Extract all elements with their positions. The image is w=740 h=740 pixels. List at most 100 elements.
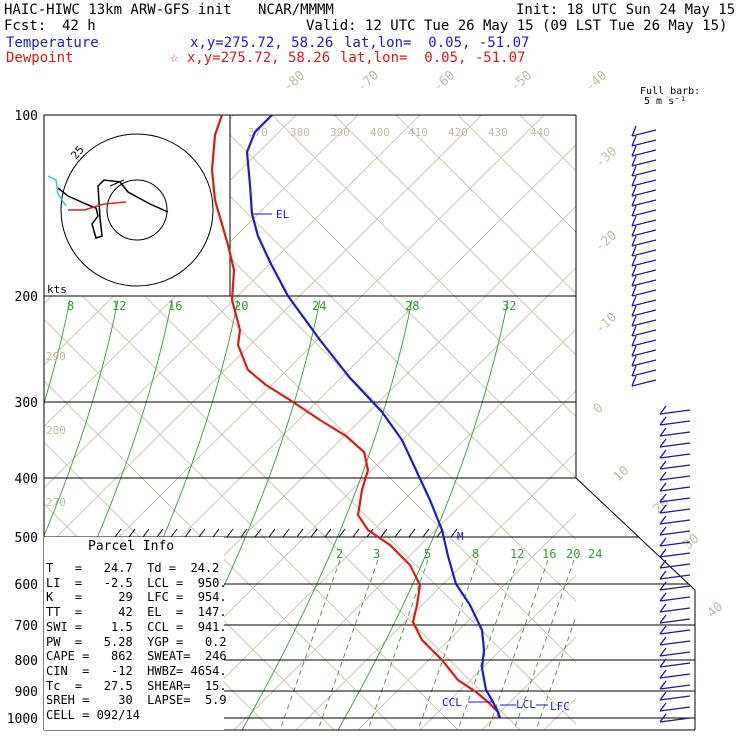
isotherm-label: -50 [508, 68, 535, 95]
mixing-ratio-label: 12 [510, 547, 524, 561]
wind-barb [659, 563, 691, 569]
hatch-mark [352, 528, 360, 538]
hatch-mark [128, 528, 136, 538]
wind-barb [631, 209, 657, 217]
mixing-ratio-line [457, 559, 519, 730]
wind-barb [659, 695, 691, 701]
pressure-label: 600 [15, 578, 38, 593]
pressure-label: 100 [15, 109, 38, 124]
wind-barb-flag [659, 438, 667, 448]
isotherm-line [44, 115, 421, 489]
wind-barb-flag [659, 570, 667, 580]
wind-barb-flag [631, 175, 637, 187]
wind-barb-flag [659, 625, 667, 635]
mixing-ratio-label: 5 [424, 547, 431, 561]
pressure-label: 1000 [7, 712, 38, 727]
lcl-label: LCL [516, 698, 536, 711]
wind-barb-flag [631, 285, 637, 297]
dewpoint-profile [210, 114, 501, 719]
wind-barb [631, 239, 657, 247]
dry-adiabat-line [44, 318, 459, 730]
wind-barb [659, 519, 691, 525]
isotherm-label: -20 [593, 228, 620, 255]
wind-barb [631, 269, 657, 277]
wind-barb-flag [659, 504, 667, 514]
wind-barb-flag [631, 225, 637, 237]
dry-adiabat-line [395, 115, 576, 295]
wind-barb [659, 497, 691, 503]
hatch-mark [142, 528, 150, 538]
wind-barb [631, 159, 657, 167]
wind-barb [631, 139, 657, 147]
wind-barb [631, 339, 657, 347]
wind-barb [659, 629, 691, 635]
wind-barb-flag [659, 581, 667, 591]
parcel-info-row: K = 29 LFC = 954. [46, 590, 227, 605]
theta-label: 290 [46, 350, 66, 363]
theta-label: 420 [448, 126, 468, 139]
wind-barb-flag [659, 471, 667, 481]
mixing-ratio-label: 28 [405, 299, 419, 313]
temperature-legend-label: Temperature [6, 35, 99, 51]
isotherm-label: -80 [281, 68, 308, 95]
mixing-ratio-label: 20 [234, 299, 248, 313]
mixing-ratio-line [317, 559, 379, 730]
hatch-mark [170, 528, 178, 538]
wind-barb [631, 249, 657, 257]
isotherm-label: -30 [593, 144, 620, 171]
parcel-info-row: LI = -2.5 LCL = 950. [46, 575, 227, 590]
wind-barb-flag [631, 145, 637, 157]
moist-adiabat-line [44, 299, 71, 405]
hodograph-units: kts [47, 283, 67, 296]
wind-barb-flag [631, 245, 637, 257]
hatch-mark [366, 528, 374, 538]
barb-legend-title: Full barb: [640, 86, 701, 97]
hatch-mark [324, 528, 332, 538]
pressure-label: 300 [15, 396, 38, 411]
wind-barb [659, 464, 691, 470]
wind-barb-flag [659, 482, 667, 492]
init-time: Init: 18 UTC Sun 24 May 15 [516, 2, 736, 18]
mixing-ratio-label: 8 [67, 299, 74, 313]
hatch-mark [296, 528, 304, 538]
isotherm-line [171, 328, 576, 730]
parcel-info-title: Parcel Info [88, 539, 175, 554]
wind-barb-flag [659, 537, 667, 547]
temperature-latlon: lat,lon= 0.05, -51.07 [344, 35, 530, 51]
barb-legend-units: 5 m s⁻¹ [644, 96, 687, 107]
wind-barb-flag [631, 295, 637, 307]
wind-barb-flag [659, 416, 667, 426]
lfc-label: LFC [550, 700, 570, 713]
wind-barb [659, 673, 691, 679]
hatch-mark [212, 528, 220, 538]
isotherm-line [606, 115, 740, 730]
wind-barb [631, 189, 657, 197]
wind-barb [659, 607, 691, 613]
valid-time: Valid: 12 UTC Tue 26 May 15 (09 LST Tue … [306, 18, 728, 34]
parcel-info-box [44, 537, 224, 730]
wind-barb [631, 179, 657, 187]
wind-barb-flag [631, 375, 637, 387]
wind-barb [659, 585, 691, 591]
hodograph-trace-red [68, 201, 127, 211]
wind-barb [659, 420, 691, 426]
isotherm-label: -70 [355, 68, 382, 95]
wind-barb-flag [631, 275, 637, 287]
dry-adiabat-line [209, 115, 576, 479]
mixing-ratio-label: 8 [472, 547, 479, 561]
wind-barb [659, 475, 691, 481]
mixing-ratio-line [513, 559, 575, 730]
wind-barb-flag [659, 427, 667, 437]
parcel-info-row: TT = 42 EL = 147. [46, 605, 227, 620]
wind-barb-flag [659, 658, 667, 668]
wind-barb [631, 219, 657, 227]
pressure-label: 400 [15, 472, 38, 487]
hatch-mark [184, 528, 192, 538]
theta-label: 410 [408, 126, 428, 139]
hatch-mark [268, 528, 276, 538]
wind-barb [659, 651, 691, 657]
isotherm-line [44, 115, 483, 551]
isotherm-label: -10 [593, 310, 620, 337]
mixing-ratio-label: 12 [112, 299, 126, 313]
wind-barb-flag [631, 205, 637, 217]
